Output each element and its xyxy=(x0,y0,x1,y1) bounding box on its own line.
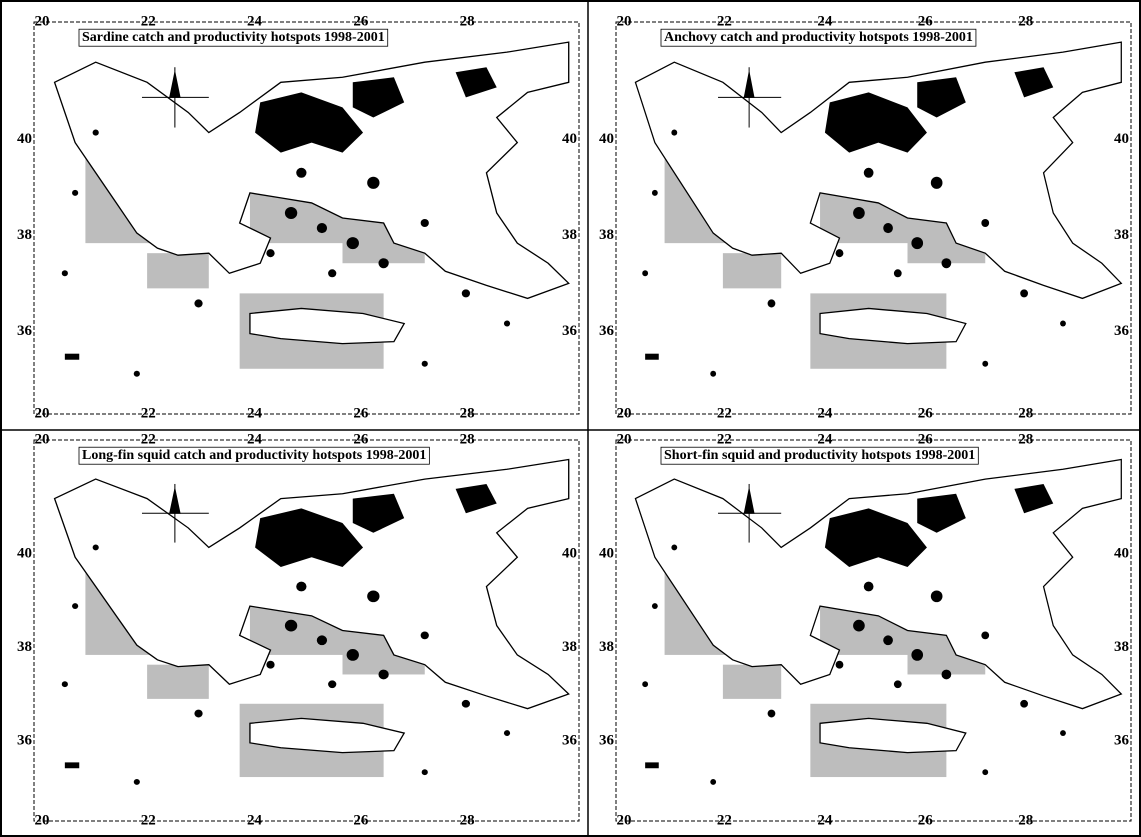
x-tick-label: 26 xyxy=(353,13,369,29)
panel-title: Sardine catch and productivity hotspots … xyxy=(82,30,385,45)
x-tick-label: 28 xyxy=(460,405,475,421)
title-box xyxy=(660,28,977,47)
x-tick-label: 22 xyxy=(141,405,156,421)
y-tick-label: 36 xyxy=(1114,732,1130,748)
x-tick-label: 28 xyxy=(460,13,475,29)
map-frame xyxy=(615,21,1132,415)
x-tick-label: 22 xyxy=(141,812,156,828)
y-tick-label: 38 xyxy=(562,639,577,655)
x-tick-label: 20 xyxy=(35,431,50,447)
x-tick-label: 28 xyxy=(460,431,475,447)
y-tick-label: 40 xyxy=(562,546,577,562)
x-tick-label: 24 xyxy=(817,405,833,421)
x-tick-label: 22 xyxy=(141,431,156,447)
map-image xyxy=(634,458,1122,786)
title-box xyxy=(78,446,430,465)
x-tick-label: 20 xyxy=(617,13,632,29)
x-tick-label: 22 xyxy=(717,13,732,29)
y-tick-label: 38 xyxy=(599,227,614,243)
x-tick-label: 20 xyxy=(617,812,632,828)
x-tick-label: 26 xyxy=(918,812,934,828)
x-tick-label: 24 xyxy=(817,13,833,29)
x-tick-label: 24 xyxy=(247,13,263,29)
y-tick-label: 40 xyxy=(562,131,577,147)
y-tick-label: 36 xyxy=(599,323,615,339)
x-tick-label: 24 xyxy=(817,431,833,447)
title-box xyxy=(660,446,979,465)
map-frame xyxy=(615,439,1132,822)
y-tick-label: 40 xyxy=(1114,546,1129,562)
x-tick-label: 26 xyxy=(918,13,934,29)
x-tick-label: 20 xyxy=(35,13,50,29)
x-tick-label: 24 xyxy=(817,812,833,828)
x-tick-label: 24 xyxy=(247,431,263,447)
y-tick-label: 38 xyxy=(1114,227,1129,243)
x-tick-label: 28 xyxy=(1018,13,1033,29)
panel-title: Short-fin squid and productivity hotspot… xyxy=(664,448,975,463)
y-tick-label: 36 xyxy=(1114,323,1130,339)
map-frame xyxy=(33,21,580,415)
map-image xyxy=(53,41,570,378)
map-frame xyxy=(33,439,580,822)
y-tick-label: 40 xyxy=(1114,131,1129,147)
x-tick-label: 24 xyxy=(247,812,263,828)
x-tick-label: 26 xyxy=(353,405,369,421)
y-tick-label: 36 xyxy=(562,323,578,339)
panel-title: Anchovy catch and productivity hotspots … xyxy=(664,30,973,45)
y-tick-label: 40 xyxy=(599,131,614,147)
x-tick-label: 28 xyxy=(1018,405,1033,421)
x-tick-label: 20 xyxy=(35,812,50,828)
y-tick-label: 36 xyxy=(562,732,578,748)
y-tick-label: 38 xyxy=(17,227,32,243)
x-tick-label: 26 xyxy=(918,405,934,421)
map-image xyxy=(634,41,1122,378)
x-tick-label: 28 xyxy=(460,812,475,828)
y-tick-label: 36 xyxy=(599,732,615,748)
y-tick-label: 38 xyxy=(562,227,577,243)
x-tick-label: 26 xyxy=(353,431,369,447)
panel-title: Long-fin squid catch and productivity ho… xyxy=(82,448,426,463)
x-tick-label: 24 xyxy=(247,405,263,421)
x-tick-label: 28 xyxy=(1018,431,1033,447)
y-tick-label: 38 xyxy=(1114,639,1129,655)
x-tick-label: 20 xyxy=(617,405,632,421)
y-tick-label: 40 xyxy=(599,546,614,562)
y-tick-label: 36 xyxy=(17,732,33,748)
x-tick-label: 20 xyxy=(617,431,632,447)
x-tick-label: 22 xyxy=(717,431,732,447)
x-tick-label: 20 xyxy=(35,405,50,421)
y-tick-label: 40 xyxy=(17,131,32,147)
x-tick-label: 22 xyxy=(717,405,732,421)
title-box xyxy=(78,28,389,47)
x-tick-label: 28 xyxy=(1018,812,1033,828)
x-tick-label: 26 xyxy=(918,431,934,447)
y-tick-label: 40 xyxy=(17,546,32,562)
y-tick-label: 38 xyxy=(17,639,32,655)
y-tick-label: 38 xyxy=(599,639,614,655)
y-tick-label: 36 xyxy=(17,323,33,339)
x-tick-label: 26 xyxy=(353,812,369,828)
x-tick-label: 22 xyxy=(717,812,732,828)
x-tick-label: 22 xyxy=(141,13,156,29)
map-image xyxy=(53,458,570,786)
